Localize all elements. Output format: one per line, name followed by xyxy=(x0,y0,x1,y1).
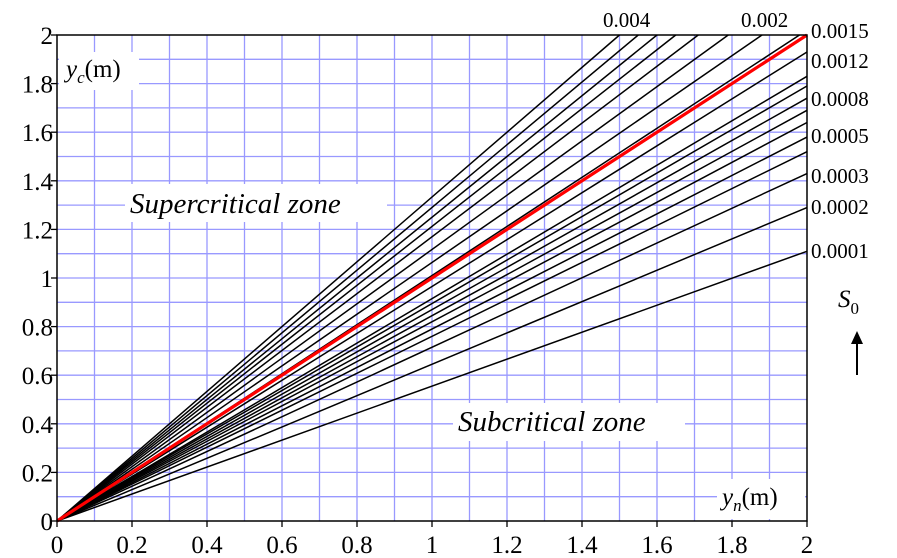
slope-symbol-sub: 0 xyxy=(851,299,860,318)
y-tick-label: 0.4 xyxy=(22,412,54,439)
series-line-0 xyxy=(56,250,808,522)
y-tick-label: 0.6 xyxy=(22,363,53,390)
ylabel-bg xyxy=(59,52,139,90)
y-tick-label: 1 xyxy=(41,266,54,293)
slope-label-0.004: 0.004 xyxy=(603,8,651,32)
xlabel-bg xyxy=(717,479,805,519)
series-line-2 xyxy=(56,172,808,522)
series-line-16 xyxy=(56,34,658,522)
series-line-7 xyxy=(56,97,808,522)
y-tick-label: 2 xyxy=(41,23,54,50)
slope-label-0.0012: 0.0012 xyxy=(811,49,869,73)
slope-label-0.0008: 0.0008 xyxy=(811,87,869,111)
tick-labels: 0 0.2 0.4 0.6 0.8 1 1.2 1.4 1.6 1.8 2 0 0.2 0.4 0.6 0.8… xyxy=(22,23,814,558)
slope-label-0.0015: 0.0015 xyxy=(811,19,869,43)
y-tick-label: 1.4 xyxy=(22,169,54,196)
slope-label-0.0003: 0.0003 xyxy=(811,164,869,188)
series-line-19 xyxy=(56,33,808,523)
y-tick-label: 0 xyxy=(41,509,54,536)
x-tick-label: 0.8 xyxy=(341,532,372,558)
y-tick-label: 1.6 xyxy=(22,120,53,147)
series-line-10 xyxy=(56,51,808,522)
slope-label-0.0002: 0.0002 xyxy=(811,195,869,219)
series-line-4 xyxy=(56,136,808,522)
slope-label-0.002: 0.002 xyxy=(741,8,788,32)
x-tick-label: 0.4 xyxy=(191,532,223,558)
series-line-9 xyxy=(56,75,808,522)
y-axis-label-var: y xyxy=(63,56,78,83)
series-line-5 xyxy=(56,121,808,522)
x-axis-label-unit: (m) xyxy=(742,484,778,511)
x-tick-label: 1.8 xyxy=(716,532,747,558)
zone-lower-bg xyxy=(453,403,685,441)
zone-lower-label: Subcritical zone xyxy=(458,406,646,438)
zone-upper-bg xyxy=(125,184,387,222)
y-axis-label-sub: c xyxy=(77,68,85,87)
y-tick-label: 1.8 xyxy=(22,72,53,99)
series-line-12 xyxy=(56,34,763,522)
arrow-up-icon xyxy=(851,331,863,375)
x-tick-label: 1.6 xyxy=(641,532,672,558)
series-line-17 xyxy=(56,34,639,522)
x-tick-label: 0.6 xyxy=(266,532,297,558)
slope-label-0.0005: 0.0005 xyxy=(811,124,869,148)
slope-label-0.0001: 0.0001 xyxy=(811,239,869,263)
y-tick-label: 0.2 xyxy=(22,460,53,487)
x-tick-label: 1 xyxy=(426,532,439,558)
slope-symbol-var: S xyxy=(838,286,851,313)
slope-symbol: S0 xyxy=(838,286,859,318)
series-line-3 xyxy=(56,150,808,522)
series-line-8 xyxy=(56,85,808,522)
y-tick-label: 0.8 xyxy=(22,315,53,342)
x-axis-label-var: y xyxy=(719,484,734,511)
x-tick-label: 1.2 xyxy=(491,532,522,558)
y-axis-label-unit: (m) xyxy=(85,56,121,83)
x-axis-label: yn(m) xyxy=(719,484,778,515)
x-tick-label: 0 xyxy=(51,532,64,558)
series-line-13 xyxy=(56,34,729,522)
series-line-15 xyxy=(56,34,677,522)
zone-upper-label: Supercritical zone xyxy=(130,188,341,220)
series-line-14 xyxy=(56,34,699,522)
x-tick-label: 1.4 xyxy=(566,532,598,558)
series-line-1 xyxy=(56,206,808,522)
x-axis-label-sub: n xyxy=(733,496,742,515)
series-group xyxy=(56,33,808,523)
y-tick-label: 1.2 xyxy=(22,217,53,244)
x-tick-label: 0.2 xyxy=(116,532,147,558)
x-tick-label: 2 xyxy=(801,532,814,558)
series-line-6 xyxy=(56,109,808,522)
series-line-18 xyxy=(56,34,620,522)
y-axis-label: yc(m) xyxy=(63,56,121,87)
